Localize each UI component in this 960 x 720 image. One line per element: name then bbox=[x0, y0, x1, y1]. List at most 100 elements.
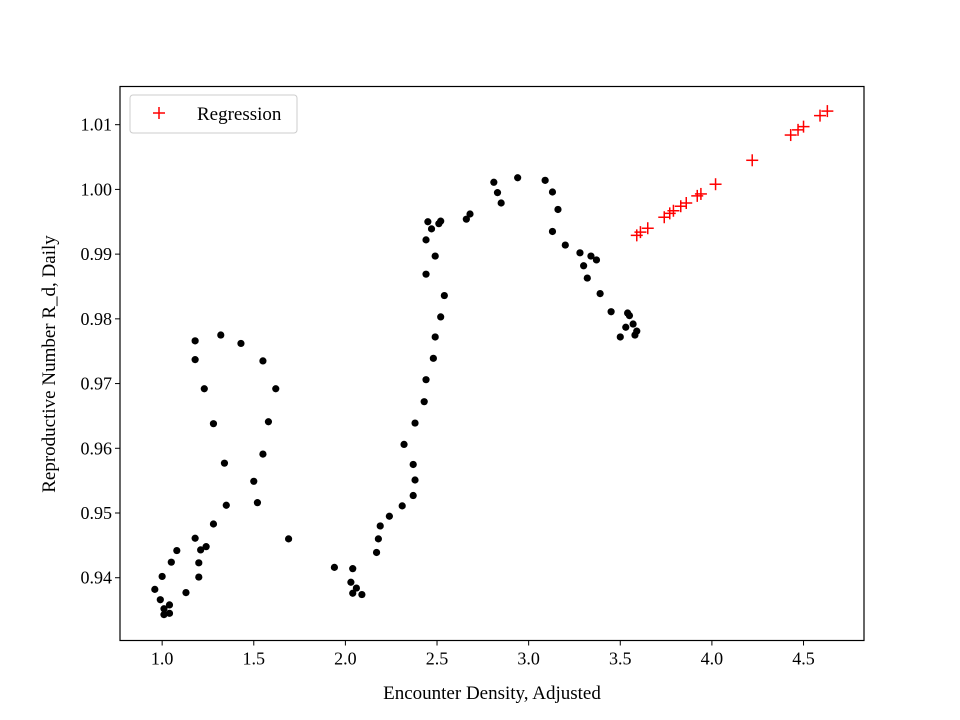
data-point bbox=[191, 356, 199, 364]
legend: Regression bbox=[129, 94, 298, 134]
data-point bbox=[466, 210, 474, 218]
data-point bbox=[202, 543, 210, 551]
data-point bbox=[358, 590, 366, 599]
x-tick-label: 1.0 bbox=[151, 649, 174, 669]
data-point bbox=[576, 249, 584, 257]
data-point bbox=[372, 548, 381, 557]
x-tick-label: 2.0 bbox=[334, 649, 357, 669]
regression-point bbox=[634, 226, 647, 239]
data-point bbox=[167, 558, 175, 566]
data-point bbox=[209, 520, 218, 528]
plot-frame bbox=[119, 85, 865, 642]
regression-point bbox=[792, 123, 805, 136]
legend-plus-icon bbox=[153, 107, 165, 119]
data-point bbox=[151, 585, 159, 593]
data-point bbox=[422, 376, 430, 384]
data-point bbox=[253, 499, 262, 507]
x-tick-label: 1.5 bbox=[243, 649, 266, 669]
data-point bbox=[376, 522, 384, 530]
data-point bbox=[284, 535, 293, 543]
data-point bbox=[431, 333, 439, 341]
data-point bbox=[420, 398, 428, 406]
data-point bbox=[197, 546, 205, 554]
regression-point bbox=[680, 196, 693, 209]
y-tick-label: 0.96 bbox=[81, 438, 113, 458]
data-point bbox=[596, 290, 604, 298]
x-tick-label: 2.5 bbox=[426, 649, 449, 669]
regression-series bbox=[630, 105, 834, 242]
data-point bbox=[437, 217, 445, 225]
data-point bbox=[580, 262, 588, 270]
data-point bbox=[400, 440, 408, 448]
data-point bbox=[398, 502, 406, 510]
data-point bbox=[427, 225, 436, 233]
regression-point bbox=[641, 222, 654, 235]
regression-point bbox=[821, 105, 834, 118]
data-point bbox=[497, 199, 505, 207]
data-point bbox=[422, 270, 430, 278]
data-point bbox=[622, 323, 630, 331]
y-tick-label: 0.97 bbox=[81, 374, 113, 394]
data-point bbox=[349, 589, 357, 597]
data-point bbox=[437, 313, 445, 321]
data-point bbox=[165, 601, 174, 609]
data-point bbox=[165, 609, 174, 617]
data-point bbox=[272, 385, 280, 393]
x-axis: 1.0 1.5 2.0 2.5 3.0 3.5 4.0 4.5 bbox=[151, 640, 815, 669]
data-point bbox=[616, 333, 624, 341]
data-point bbox=[548, 227, 557, 236]
data-point bbox=[330, 563, 339, 571]
data-point bbox=[352, 584, 360, 592]
y-tick-label: 1.01 bbox=[81, 115, 113, 135]
regression-point bbox=[667, 204, 680, 217]
legend-label-regression: Regression bbox=[197, 104, 282, 125]
x-tick-label: 4.5 bbox=[792, 649, 815, 669]
data-point bbox=[409, 460, 417, 469]
data-point bbox=[385, 512, 393, 520]
data-point bbox=[191, 534, 199, 542]
data-point bbox=[561, 241, 569, 249]
data-point bbox=[259, 357, 267, 365]
data-point bbox=[195, 573, 203, 581]
data-point bbox=[173, 546, 181, 555]
data-point bbox=[349, 565, 357, 573]
x-tick-label: 3.5 bbox=[609, 649, 632, 669]
data-point bbox=[541, 176, 549, 184]
data-point bbox=[411, 476, 419, 484]
legend-marker-plus-icon bbox=[153, 107, 165, 119]
data-point bbox=[592, 256, 601, 264]
data-point bbox=[424, 218, 432, 226]
data-point bbox=[158, 572, 166, 581]
data-point bbox=[195, 559, 203, 567]
data-point bbox=[554, 205, 562, 214]
data-point bbox=[160, 611, 168, 619]
data-point bbox=[347, 578, 355, 586]
regression-point bbox=[694, 187, 707, 200]
data-point bbox=[583, 274, 591, 282]
data-point bbox=[264, 418, 273, 426]
data-point bbox=[259, 450, 267, 458]
plot-marks bbox=[151, 105, 834, 619]
data-point bbox=[633, 327, 641, 335]
data-point bbox=[160, 605, 168, 613]
data-point bbox=[250, 477, 258, 485]
data-point bbox=[409, 491, 417, 500]
data-point bbox=[200, 385, 208, 393]
regression-point bbox=[797, 120, 810, 133]
data-point bbox=[191, 337, 199, 345]
regression-point bbox=[746, 154, 759, 167]
regression-point bbox=[709, 178, 722, 191]
data-point bbox=[493, 189, 502, 197]
data-point bbox=[625, 312, 634, 320]
x-tick-label: 4.0 bbox=[701, 649, 724, 669]
data-point bbox=[490, 178, 498, 186]
regression-point bbox=[814, 109, 827, 122]
regression-point bbox=[784, 129, 797, 142]
y-tick-label: 0.94 bbox=[81, 568, 113, 588]
data-point bbox=[587, 252, 595, 260]
y-tick-label: 0.99 bbox=[81, 244, 113, 264]
x-axis-label: Encounter Density, Adjusted bbox=[383, 683, 601, 704]
y-axis-label: Reproductive Number R_d, Daily bbox=[39, 235, 60, 493]
data-point bbox=[217, 331, 225, 339]
